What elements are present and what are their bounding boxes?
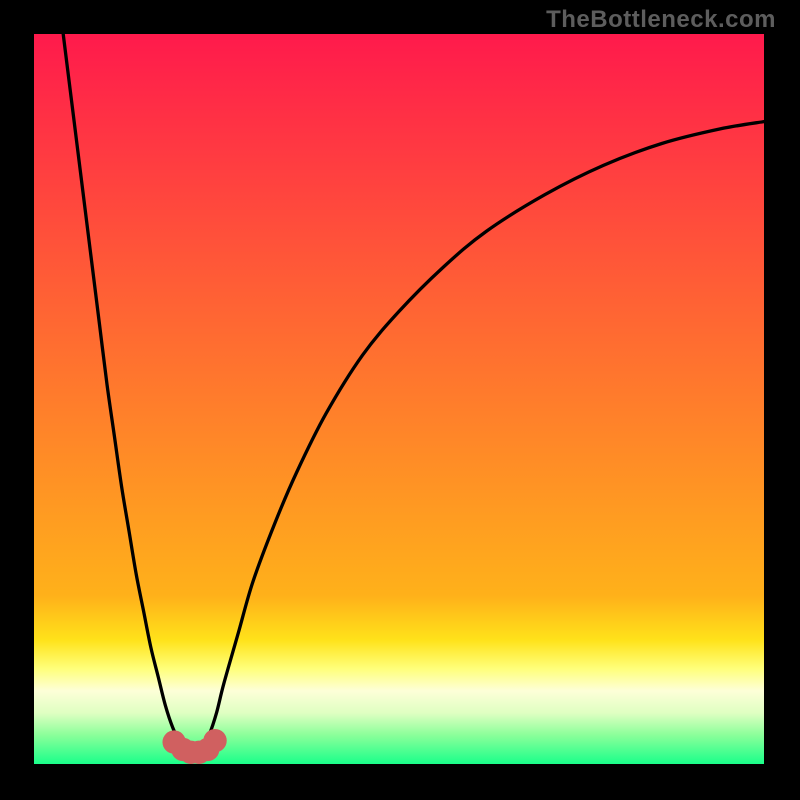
watermark-text: TheBottleneck.com <box>546 6 776 34</box>
plot-area <box>34 34 764 764</box>
curve-left <box>63 34 187 749</box>
chart-root: TheBottleneck.com <box>0 0 800 800</box>
curve-floor-marks <box>162 729 226 764</box>
plot-svg <box>34 34 764 764</box>
floor-mark-dot <box>203 729 226 752</box>
curve-right <box>202 122 764 750</box>
